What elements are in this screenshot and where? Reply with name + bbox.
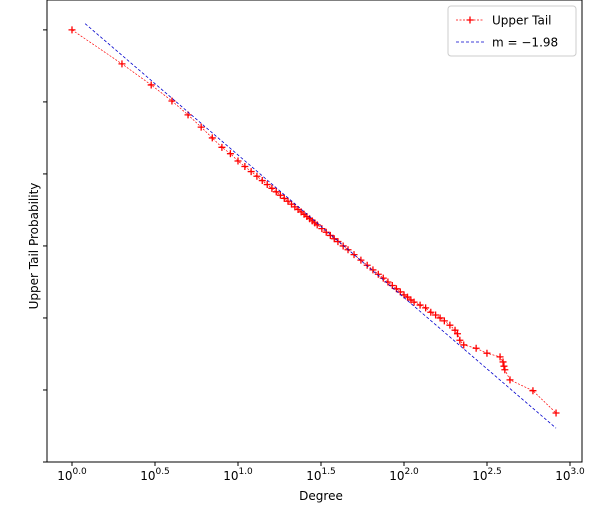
marker xyxy=(446,321,454,329)
marker xyxy=(453,330,461,338)
marker xyxy=(374,270,382,278)
x-tick-exponent: 0.0 xyxy=(72,467,87,477)
marker xyxy=(369,266,377,274)
marker xyxy=(208,134,216,142)
marker xyxy=(460,341,468,349)
marker xyxy=(318,225,326,233)
axes-frame xyxy=(46,0,583,463)
legend-label: Upper Tail xyxy=(492,14,552,28)
x-tick-label: 102.0 xyxy=(389,467,419,483)
marker xyxy=(440,317,448,325)
legend-marker xyxy=(466,16,474,24)
marker xyxy=(272,188,280,196)
x-tick-exponent: 2.5 xyxy=(487,467,501,477)
y-axis-label: Upper Tail Probability xyxy=(27,183,41,310)
x-tick-label: 103.0 xyxy=(555,467,585,483)
marker xyxy=(350,251,358,259)
marker xyxy=(500,362,508,370)
x-tick-exponent: 1.5 xyxy=(321,467,335,477)
x-tick-exponent: 0.5 xyxy=(155,467,169,477)
marker xyxy=(276,191,284,199)
marker xyxy=(253,172,261,180)
marker xyxy=(456,336,464,344)
marker xyxy=(168,97,176,105)
series-line xyxy=(84,23,557,429)
marker xyxy=(501,366,509,374)
marker xyxy=(280,194,288,202)
marker xyxy=(218,143,226,151)
marker xyxy=(552,409,560,417)
x-tick-label: 101.5 xyxy=(306,467,336,483)
marker xyxy=(284,197,292,205)
marker xyxy=(263,181,271,189)
x-tick-exponent: 1.0 xyxy=(238,467,253,477)
marker xyxy=(234,157,242,165)
marker xyxy=(363,261,371,269)
marker xyxy=(506,376,514,384)
marker xyxy=(472,344,480,352)
legend-box xyxy=(447,5,577,57)
x-tick-base: 10 xyxy=(555,469,570,483)
marker xyxy=(529,387,537,395)
plot-area xyxy=(68,23,560,429)
marker xyxy=(247,168,255,176)
x-tick-label: 102.5 xyxy=(472,467,502,483)
x-tick-label: 101.0 xyxy=(223,467,253,483)
marker xyxy=(226,150,234,158)
marker xyxy=(197,123,205,131)
marker xyxy=(268,184,276,192)
marker xyxy=(68,26,76,34)
x-tick-base: 10 xyxy=(306,469,321,483)
x-tick-base: 10 xyxy=(57,469,72,483)
marker xyxy=(436,314,444,322)
marker xyxy=(422,304,430,312)
marker xyxy=(357,256,365,264)
marker xyxy=(330,235,338,243)
marker xyxy=(339,242,347,250)
x-tick-base: 10 xyxy=(223,469,238,483)
marker xyxy=(451,326,459,334)
marker xyxy=(416,301,424,309)
x-tick-label: 100.5 xyxy=(140,467,170,483)
marker xyxy=(326,231,334,239)
x-tick-exponent: 2.0 xyxy=(404,467,419,477)
x-tick-base: 10 xyxy=(472,469,487,483)
x-tick-base: 10 xyxy=(140,469,155,483)
x-tick-exponent: 3.0 xyxy=(570,467,585,477)
x-tick-base: 10 xyxy=(389,469,404,483)
marker xyxy=(496,353,504,361)
marker xyxy=(483,349,491,357)
legend: Upper Tail m = −1.98 xyxy=(447,5,577,57)
legend-label: m = −1.98 xyxy=(492,36,558,50)
marker xyxy=(432,311,440,319)
marker xyxy=(241,163,249,171)
x-tick-label: 100.0 xyxy=(57,467,87,483)
marker xyxy=(410,298,418,306)
x-axis-label: Degree xyxy=(299,489,343,503)
marker xyxy=(427,308,435,316)
marker xyxy=(258,177,266,185)
marker xyxy=(499,358,507,366)
marker xyxy=(322,228,330,236)
marker xyxy=(118,60,126,68)
marker xyxy=(147,81,155,89)
marker xyxy=(334,238,342,246)
